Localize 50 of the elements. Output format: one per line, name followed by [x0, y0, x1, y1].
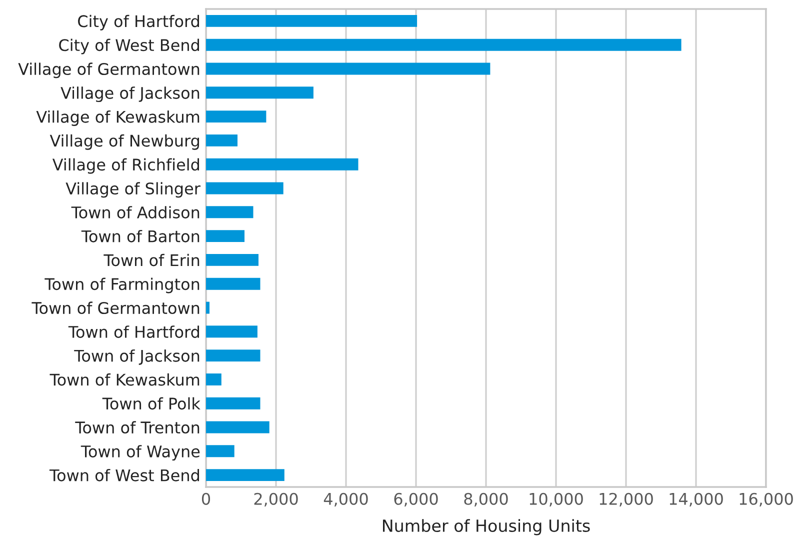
- bar: [206, 158, 358, 170]
- x-tick-label: 0: [202, 492, 210, 505]
- y-tick-label: Village of Kewaskum: [36, 110, 200, 126]
- y-tick-label: Village of Germantown: [18, 62, 200, 78]
- bar: [206, 278, 260, 290]
- y-tick-label: Town of Addison: [71, 206, 200, 218]
- bar: [206, 62, 490, 75]
- y-tick-label: Village of Richfield: [52, 158, 199, 174]
- x-tick-label: 14,000: [670, 492, 723, 507]
- y-tick-label: City of Hartford: [78, 14, 199, 30]
- bar: [206, 254, 258, 266]
- bar: [206, 350, 260, 362]
- y-tick-label: Town of Polk: [102, 397, 200, 410]
- y-tick-label: Town of Germantown: [32, 302, 200, 314]
- y-tick-label: Town of Wayne: [80, 445, 200, 461]
- y-tick-label: Town of Erin: [104, 254, 200, 266]
- bar: [206, 182, 284, 194]
- bar: [206, 373, 222, 386]
- bar: [206, 302, 210, 314]
- x-tick-label: 6,000: [394, 492, 438, 507]
- bar: [206, 421, 270, 434]
- x-tick-label: 12,000: [600, 492, 653, 507]
- y-tick-label: Town of Hartford: [68, 326, 199, 338]
- y-tick-label: Village of Newburg: [50, 134, 199, 150]
- x-tick-label: 8,000: [464, 492, 508, 507]
- bar: [206, 38, 682, 51]
- bar: [206, 110, 266, 123]
- bar: [206, 230, 244, 242]
- bar: [206, 86, 314, 99]
- bar: [206, 134, 238, 146]
- y-tick-label: Town of West Bend: [49, 468, 199, 482]
- x-tick-label: 16,000: [740, 492, 793, 507]
- x-axis-title: Number of Housing Units: [383, 519, 590, 536]
- bar: [206, 326, 258, 338]
- x-tick-label: 2,000: [254, 492, 298, 507]
- x-tick-label: 10,000: [530, 492, 583, 507]
- y-tick-label: City of West Bend: [59, 38, 199, 54]
- y-tick-label: Village of Jackson: [60, 86, 200, 102]
- y-tick-label: Town of Trenton: [75, 421, 200, 434]
- y-tick-label: Village of Slinger: [66, 182, 200, 198]
- bar: [206, 206, 254, 218]
- y-tick-label: Town of Barton: [81, 230, 200, 242]
- bar: [206, 397, 260, 410]
- y-tick-label: Town of Farmington: [44, 278, 200, 294]
- bar: [206, 445, 234, 458]
- bar: [206, 14, 418, 27]
- bar: [206, 469, 284, 482]
- y-tick-label: Town of Jackson: [74, 349, 200, 365]
- x-tick-label: 4,000: [324, 492, 368, 507]
- y-tick-label: Town of Kewaskum: [50, 373, 200, 386]
